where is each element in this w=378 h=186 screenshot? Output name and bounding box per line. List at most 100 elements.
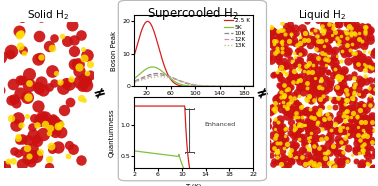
Point (279, 43, 285, 46)
Point (311, 171, 318, 174)
Point (351, 35, 357, 38)
Point (367, 104, 373, 107)
Point (357, 30, 363, 33)
Point (301, 70, 307, 73)
Point (292, 41, 298, 44)
Point (363, 125, 369, 128)
Point (308, 82, 314, 85)
Point (361, 37, 367, 40)
Point (339, 38, 345, 41)
Point (282, 43, 288, 46)
Point (270, 147, 276, 150)
Point (311, 55, 317, 58)
Point (282, 164, 288, 167)
Point (335, 152, 341, 155)
Point (275, 54, 281, 57)
Point (358, 125, 364, 128)
Point (280, 65, 286, 68)
Point (353, 61, 359, 64)
Point (314, 74, 321, 77)
Point (300, 41, 306, 44)
Point (305, 119, 311, 122)
Point (283, 94, 289, 97)
Point (355, 132, 361, 135)
Point (280, 89, 286, 92)
Point (285, 91, 291, 94)
Point (318, 56, 324, 59)
Point (67, 100, 73, 103)
Point (324, 58, 330, 61)
Point (305, 58, 311, 61)
Point (364, 134, 370, 137)
Point (339, 50, 345, 53)
Point (266, 110, 273, 113)
Text: ≠: ≠ (254, 84, 270, 102)
Point (327, 122, 333, 125)
Point (71, 62, 77, 65)
Point (353, 25, 359, 28)
Point (348, 126, 354, 129)
Point (366, 61, 372, 64)
Point (287, 132, 293, 135)
Point (339, 107, 345, 110)
Point (332, 165, 338, 168)
Point (274, 49, 280, 52)
Point (274, 70, 280, 73)
Point (313, 38, 319, 41)
Point (273, 134, 279, 137)
Point (299, 135, 305, 138)
Point (291, 97, 297, 100)
Point (271, 105, 277, 108)
Point (297, 78, 303, 81)
Point (344, 20, 350, 23)
Point (280, 30, 287, 33)
Point (297, 159, 303, 162)
Point (13, 124, 19, 127)
Point (355, 53, 361, 56)
Point (299, 155, 305, 158)
Point (363, 80, 369, 83)
Point (336, 32, 342, 35)
Point (362, 30, 368, 33)
Point (320, 65, 326, 68)
Point (280, 140, 287, 143)
Point (276, 143, 282, 146)
Point (336, 117, 342, 120)
Point (80, 48, 86, 51)
Point (354, 120, 360, 123)
Point (292, 127, 298, 130)
Point (322, 157, 328, 160)
Point (337, 131, 343, 134)
Point (273, 105, 279, 108)
Point (348, 22, 354, 25)
Point (273, 139, 279, 142)
Point (366, 64, 372, 67)
Point (0, 166, 6, 169)
Point (344, 44, 350, 47)
Point (348, 118, 354, 121)
Point (297, 81, 303, 84)
Point (325, 55, 331, 58)
Point (287, 153, 293, 156)
Point (288, 32, 294, 35)
Point (310, 96, 316, 99)
Point (346, 106, 352, 109)
Point (335, 13, 341, 16)
Point (260, 127, 266, 130)
Point (338, 47, 344, 50)
Point (321, 43, 327, 46)
Point (353, 114, 359, 117)
Point (321, 118, 327, 121)
Point (345, 39, 352, 41)
Point (278, 108, 284, 111)
Point (271, 45, 277, 48)
Point (355, 113, 361, 116)
Point (285, 86, 291, 89)
Point (331, 33, 337, 36)
Point (14, 117, 20, 120)
Point (264, 29, 270, 32)
Point (341, 140, 347, 143)
Point (352, 51, 358, 54)
Point (313, 75, 319, 78)
Point (306, 61, 312, 64)
